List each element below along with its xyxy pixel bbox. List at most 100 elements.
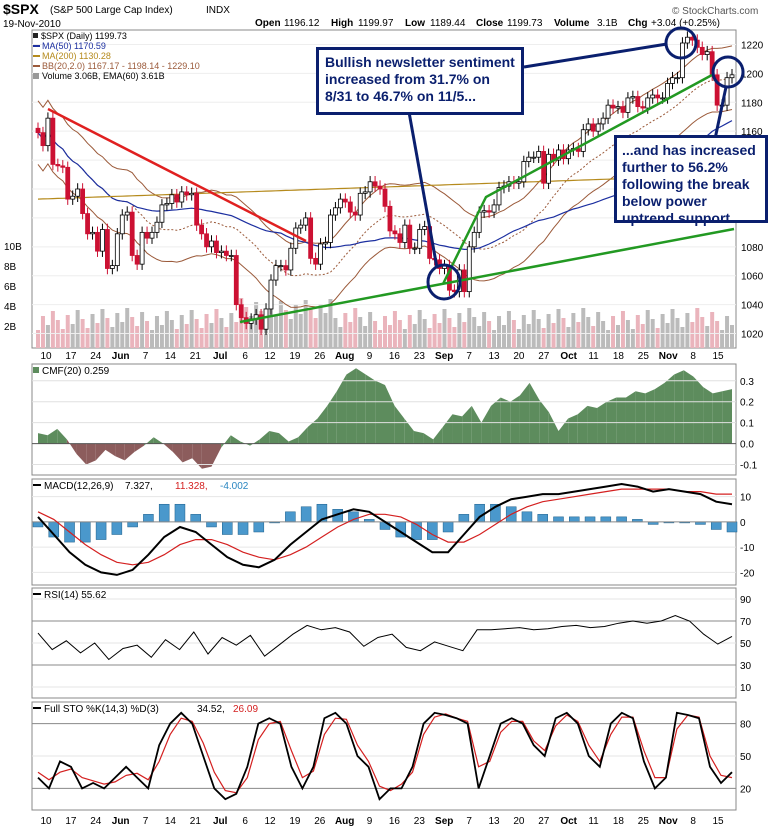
cmf-segment	[269, 431, 279, 444]
volume-bar	[343, 313, 348, 348]
cmf-segment	[558, 418, 569, 444]
legend-ma50: MA(50) 1170.59	[42, 41, 106, 51]
x-tick-label: 23	[414, 351, 426, 362]
volume-bar	[70, 324, 75, 348]
candle-body	[105, 229, 110, 269]
volume-bar	[358, 317, 363, 348]
x-tick-label: Nov	[659, 816, 678, 827]
x-tick-label: 17	[65, 351, 77, 362]
volume-bar	[373, 321, 378, 348]
candle-body	[536, 151, 542, 158]
candle-body	[422, 226, 428, 230]
cmf-legend: CMF(20) 0.259	[33, 366, 110, 377]
x-tick-label: Oct	[560, 351, 577, 362]
candle-body	[699, 46, 705, 55]
volume-bar	[730, 325, 734, 348]
volume-bar	[665, 323, 670, 348]
cmf-segment	[47, 428, 58, 444]
cmf-segment	[115, 443, 125, 461]
cmf-segment	[336, 374, 347, 444]
cmf-segment	[433, 426, 443, 444]
macd-hist-bar	[222, 521, 233, 535]
volume-bar	[199, 328, 204, 348]
sto-d-line	[37, 713, 733, 794]
volume-bar	[437, 323, 442, 348]
volume-bar	[249, 316, 254, 348]
volume-bar	[120, 322, 125, 348]
macd-hist-bar	[474, 503, 485, 523]
volume-bar	[402, 329, 407, 348]
cmf-segment	[105, 443, 116, 457]
volume-bar	[303, 300, 308, 348]
volume-bar	[363, 326, 368, 348]
cmf-segment	[491, 397, 501, 444]
volume-bar	[130, 317, 135, 348]
macd-hist-bar	[206, 521, 217, 528]
volume-bar	[432, 314, 437, 348]
cmf-segment	[375, 380, 385, 444]
volume-bar	[586, 317, 591, 348]
chart-date: 19-Nov-2010	[3, 19, 61, 30]
cmf-segment	[182, 443, 193, 463]
macd-hist-bar	[253, 521, 265, 533]
volume-bar	[90, 314, 95, 348]
x-tick-label: 12	[264, 351, 276, 362]
cmf-segment	[722, 389, 732, 444]
candle-body	[605, 104, 611, 119]
low-label: Low	[405, 18, 425, 29]
candle-body	[486, 210, 492, 213]
x-tick-label: 19	[289, 351, 301, 362]
candle-body	[149, 231, 155, 239]
volume-bar	[635, 315, 640, 348]
cmf-panel: -0.1 0.0 0.1 0.2 0.3	[31, 363, 758, 476]
volume-bar	[685, 313, 690, 348]
candle-body	[392, 230, 398, 235]
candle-body	[377, 185, 383, 190]
volume-label: Volume	[554, 18, 590, 29]
cmf-segment	[529, 382, 540, 444]
volume-bar	[383, 316, 387, 348]
macd-tick-label: -20	[740, 568, 755, 579]
volume-bar	[378, 330, 383, 348]
candle-body	[397, 233, 403, 243]
close-value: 1199.73	[507, 18, 543, 29]
cmf-segment	[423, 433, 434, 444]
cmf-segment	[221, 435, 231, 448]
candle-body	[169, 194, 175, 204]
circle-nov-break	[711, 55, 745, 89]
macd-hist-bar	[521, 511, 533, 523]
cmf-segment	[38, 433, 48, 444]
volume-bar	[140, 312, 145, 348]
macd-hist-bar	[600, 516, 612, 523]
x-tick-label: 19	[289, 816, 301, 827]
sto-tick-label: 50	[740, 752, 752, 763]
candle-body	[684, 36, 690, 44]
volume-bar	[268, 306, 273, 348]
candle-body	[90, 231, 95, 235]
x-tick-label: 14	[165, 351, 177, 362]
cmf-segment	[568, 414, 578, 444]
x-tick-label: 7	[466, 351, 472, 362]
volume-bar	[273, 315, 278, 348]
volume-bar	[278, 301, 283, 348]
volume-bar	[561, 318, 566, 348]
volume-bar	[506, 311, 511, 348]
volume-bar	[705, 326, 710, 348]
volume-bar	[611, 316, 616, 348]
cmf-segment	[201, 443, 212, 469]
volume-bar	[189, 310, 194, 348]
candle-body	[556, 149, 561, 161]
candle-body	[531, 156, 537, 159]
legend-sto-d: 26.09	[233, 704, 258, 715]
ohlc-readout: Open 1196.12 High 1199.97 Low 1189.44 Cl…	[255, 18, 720, 29]
sto-legend: Full STO %K(14,3) %D(3) 34.52, 26.09	[33, 704, 258, 715]
candle-body	[293, 227, 299, 249]
candle-body	[645, 97, 651, 109]
macd-panel: -20 -10 0 10	[31, 478, 755, 586]
pointer-left-high	[523, 42, 668, 69]
x-tick-label: 11	[588, 351, 599, 362]
index-name: (S&P 500 Large Cap Index)	[50, 5, 173, 16]
volume-bar	[204, 314, 209, 348]
candle-body	[55, 164, 61, 167]
x-tick-label: Sep	[435, 351, 453, 362]
